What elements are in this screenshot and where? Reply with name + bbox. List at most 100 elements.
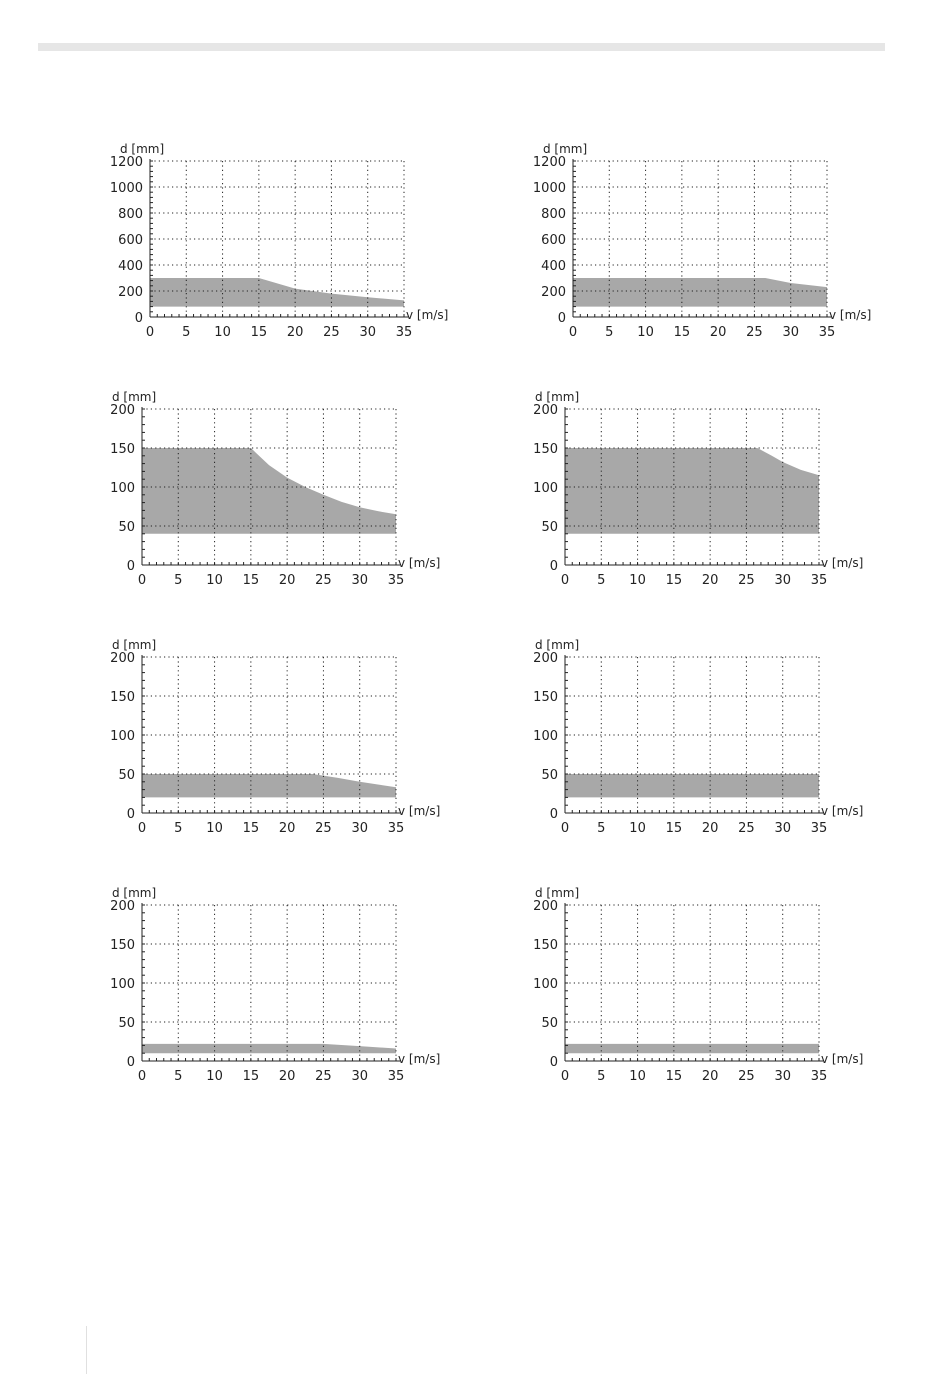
chart-2-ytick-label: 0	[558, 311, 566, 326]
chart-8: 0 50 100 150 200 0 5 10 15 20 25 30 35 d [mm] v [m/s]	[533, 886, 863, 1084]
chart-7-xtick-label: 35	[388, 1069, 405, 1084]
chart-8-xtick-label: 25	[738, 1069, 755, 1084]
page-header-bar	[38, 43, 885, 51]
chart-6: 0 50 100 150 200 0 5 10 15 20 25 30 35 d [mm] v [m/s]	[533, 638, 863, 836]
chart-8-xlabel: v [m/s]	[821, 1052, 863, 1066]
chart-8-xtick-label: 0	[561, 1069, 569, 1084]
chart-5-xlabel: v [m/s]	[398, 804, 440, 818]
chart-4-xtick-label: 5	[597, 573, 605, 588]
chart-8-ytick-label: 0	[550, 1055, 558, 1070]
chart-4-xtick-label: 15	[666, 573, 683, 588]
chart-6-xtick-label: 5	[597, 821, 605, 836]
chart-2-xtick-label: 35	[819, 325, 836, 340]
chart-8-xtick-label: 15	[666, 1069, 683, 1084]
chart-4-xtick-label: 35	[811, 573, 828, 588]
chart-4-ytick-label: 200	[533, 403, 558, 418]
chart-6-ytick-label: 50	[541, 768, 558, 783]
chart-6-ytick-label: 200	[533, 651, 558, 666]
chart-5-ytick-label: 100	[110, 729, 135, 744]
chart-3-xlabel: v [m/s]	[398, 556, 440, 570]
chart-2-xtick-label: 25	[746, 325, 763, 340]
chart-5-ytick-label: 150	[110, 690, 135, 705]
chart-1-ytick-label: 1000	[110, 181, 143, 196]
chart-6-ytick-label: 150	[533, 690, 558, 705]
chart-4-ytick-label: 150	[533, 442, 558, 457]
chart-1-ytick-label: 600	[118, 233, 143, 248]
chart-2-area	[573, 278, 827, 307]
chart-2-xtick-label: 0	[569, 325, 577, 340]
chart-8-xtick-label: 30	[774, 1069, 791, 1084]
chart-3-xtick-label: 0	[138, 573, 146, 588]
chart-2-ytick-label: 800	[541, 207, 566, 222]
chart-5-xtick-label: 25	[315, 821, 332, 836]
chart-3-ytick-label: 50	[118, 520, 135, 535]
chart-3-xtick-label: 10	[206, 573, 223, 588]
chart-5-xtick-label: 5	[174, 821, 182, 836]
chart-8-area	[565, 1043, 819, 1054]
chart-5-ytick-label: 0	[127, 807, 135, 822]
chart-8-xtick-label: 35	[811, 1069, 828, 1084]
chart-2-xtick-label: 5	[605, 325, 613, 340]
chart-6-xlabel: v [m/s]	[821, 804, 863, 818]
chart-6-xtick-label: 25	[738, 821, 755, 836]
chart-8-ytick-label: 200	[533, 899, 558, 914]
chart-3-area	[142, 448, 396, 534]
chart-1-ytick-label: 0	[135, 311, 143, 326]
chart-1-xtick-label: 20	[287, 325, 304, 340]
chart-6-xtick-label: 30	[774, 821, 791, 836]
chart-1-area	[150, 278, 404, 307]
chart-3-ylabel: d [mm]	[112, 390, 156, 404]
chart-6-xtick-label: 20	[702, 821, 719, 836]
chart-2-xtick-label: 15	[674, 325, 691, 340]
chart-3-xtick-label: 35	[388, 573, 405, 588]
chart-1-xtick-label: 35	[396, 325, 413, 340]
chart-2-ytick-label: 600	[541, 233, 566, 248]
chart-1-ytick-label: 200	[118, 285, 143, 300]
chart-1-ylabel: d [mm]	[120, 142, 164, 156]
chart-6-xtick-label: 15	[666, 821, 683, 836]
chart-1-ytick-label: 1200	[110, 155, 143, 170]
chart-5-ytick-label: 200	[110, 651, 135, 666]
chart-5: 0 50 100 150 200 0 5 10 15 20 25 30 35 d [mm] v [m/s]	[110, 638, 440, 836]
chart-8-ytick-label: 100	[533, 977, 558, 992]
chart-4-xtick-label: 30	[774, 573, 791, 588]
chart-8-xtick-label: 20	[702, 1069, 719, 1084]
chart-4-xtick-label: 25	[738, 573, 755, 588]
chart-4-ytick-label: 50	[541, 520, 558, 535]
chart-3-xtick-label: 20	[279, 573, 296, 588]
chart-3-xtick-label: 5	[174, 573, 182, 588]
chart-6-ytick-label: 0	[550, 807, 558, 822]
chart-1-ytick-label: 800	[118, 207, 143, 222]
chart-7-xtick-label: 20	[279, 1069, 296, 1084]
chart-4-xtick-label: 10	[629, 573, 646, 588]
chart-5-xtick-label: 20	[279, 821, 296, 836]
chart-3-ytick-label: 200	[110, 403, 135, 418]
chart-5-xtick-label: 0	[138, 821, 146, 836]
chart-5-ytick-label: 50	[118, 768, 135, 783]
chart-2: 0 200 400 600 800 1000 1200 0 5 10 15 20 25 30 35 d [mm…	[533, 142, 871, 340]
chart-2-xlabel: v [m/s]	[829, 308, 871, 322]
chart-6-ylabel: d [mm]	[535, 638, 579, 652]
chart-3-xtick-label: 15	[243, 573, 260, 588]
chart-2-ytick-label: 400	[541, 259, 566, 274]
chart-7-xtick-label: 15	[243, 1069, 260, 1084]
chart-8-ytick-label: 150	[533, 938, 558, 953]
chart-7: 0 50 100 150 200 0 5 10 15 20 25 30 35 d [mm] v [m/s]	[110, 886, 440, 1084]
chart-3-ytick-label: 100	[110, 481, 135, 496]
chart-6-xtick-label: 0	[561, 821, 569, 836]
chart-4-xtick-label: 20	[702, 573, 719, 588]
chart-2-xtick-label: 30	[782, 325, 799, 340]
chart-1-xtick-label: 0	[146, 325, 154, 340]
chart-2-ytick-label: 1200	[533, 155, 566, 170]
chart-8-ytick-label: 50	[541, 1016, 558, 1031]
page-margin-line	[86, 1326, 87, 1374]
chart-7-ylabel: d [mm]	[112, 886, 156, 900]
chart-7-xlabel: v [m/s]	[398, 1052, 440, 1066]
chart-8-xtick-label: 5	[597, 1069, 605, 1084]
chart-2-ytick-label: 1000	[533, 181, 566, 196]
chart-4-ytick-label: 100	[533, 481, 558, 496]
chart-7-area	[142, 1043, 396, 1054]
chart-1-xtick-label: 10	[214, 325, 231, 340]
chart-4-xtick-label: 0	[561, 573, 569, 588]
chart-5-ylabel: d [mm]	[112, 638, 156, 652]
